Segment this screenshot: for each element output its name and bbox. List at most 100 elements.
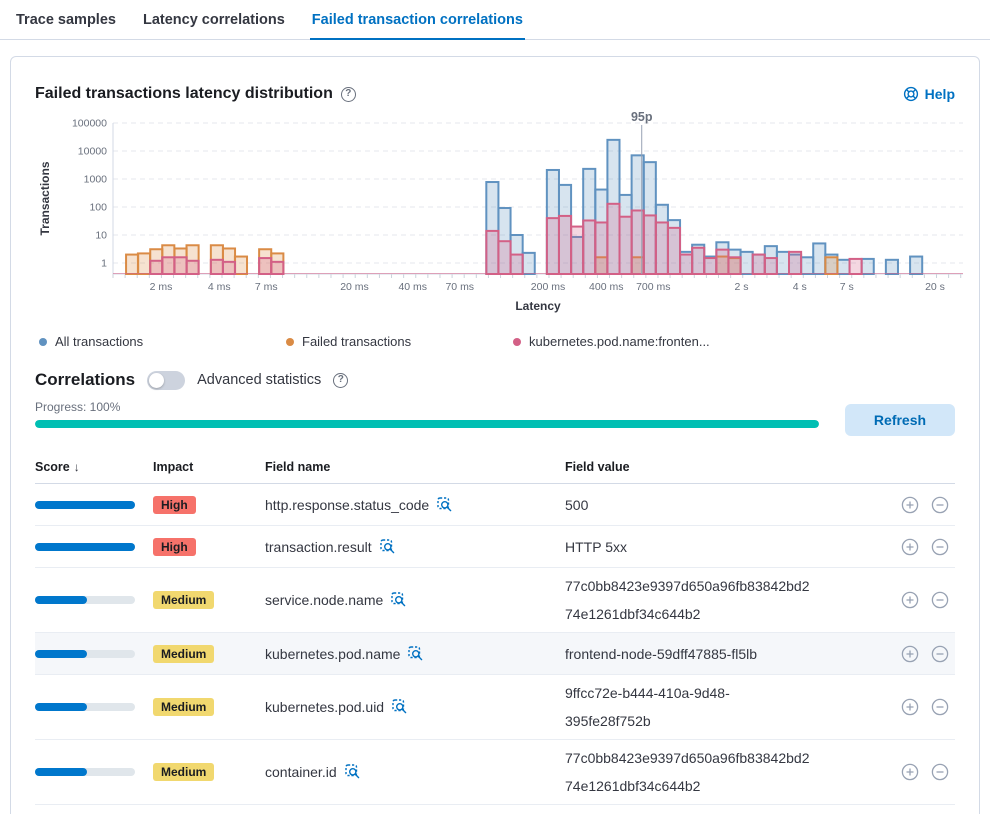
filter-include-button[interactable]	[901, 763, 919, 781]
table-row: High http.response.status_code 500	[35, 484, 955, 526]
panel-title: Failed transactions latency distribution	[35, 85, 333, 102]
field-value: 500	[565, 496, 589, 513]
x-tick-label: 20 ms	[340, 281, 369, 293]
histogram-bar	[860, 257, 875, 276]
histogram-bar	[233, 255, 249, 275]
help-link[interactable]: Help	[903, 86, 955, 102]
histogram-bar	[763, 257, 778, 275]
table-row: Medium service.node.name 77c0bb8423e9397d6…	[35, 568, 955, 633]
legend-label: All transactions	[55, 334, 144, 349]
impact-badge: Medium	[153, 591, 215, 609]
impact-badge: High	[153, 495, 196, 514]
impact-badge: High	[153, 537, 196, 556]
legend-item-kubernetes-pod-name-fronten[interactable]: kubernetes.pod.name:fronten...	[513, 334, 710, 349]
tab-latency-correlations[interactable]: Latency correlations	[142, 12, 285, 28]
histogram-bar	[509, 253, 524, 276]
legend-item-failed-transactions[interactable]: Failed transactions	[286, 334, 411, 349]
inspect-field-icon[interactable]	[344, 764, 361, 780]
x-tick-label: 700 ms	[636, 281, 670, 293]
y-axis-title: Transactions	[38, 161, 52, 235]
histogram-bar	[751, 253, 766, 276]
inspect-field-icon[interactable]	[437, 496, 453, 513]
field-name: kubernetes.pod.name	[265, 645, 401, 662]
histogram-bar	[221, 260, 237, 275]
tab-failed-transaction-correlations[interactable]: Failed transaction correlations	[309, 0, 525, 40]
filter-include-button[interactable]	[901, 591, 919, 609]
inspect-field-icon[interactable]	[379, 538, 396, 555]
y-tick-label: 10000	[78, 146, 107, 158]
histogram-bar	[739, 250, 754, 276]
inspect-field-icon[interactable]	[391, 592, 407, 608]
y-tick-label: 100000	[72, 118, 107, 130]
progress-bar-fill	[35, 420, 819, 428]
histogram-bar	[775, 250, 791, 276]
column-header-field-value: Field value	[565, 460, 630, 474]
filter-exclude-button[interactable]	[931, 496, 949, 514]
legend-dot	[513, 337, 521, 346]
field-value: 77c0bb8423e9397d650a96fb83842bd2 74e1261d…	[565, 578, 810, 622]
filter-exclude-button[interactable]	[931, 591, 949, 609]
histogram-bar	[149, 259, 164, 276]
table-row: Medium kubernetes.pod.name frontend-node-5…	[35, 633, 955, 675]
histogram-bar	[679, 253, 694, 276]
y-tick-label: 1000	[84, 174, 108, 186]
legend-item-all-transactions[interactable]: All transactions	[39, 334, 143, 349]
legend-dot	[39, 337, 47, 346]
histogram-bar	[173, 256, 188, 275]
toggle-knob	[149, 372, 165, 388]
inspect-field-icon[interactable]	[408, 645, 424, 662]
histogram-bar	[727, 256, 742, 275]
histogram-bar	[521, 251, 536, 276]
x-tick-label: 40 ms	[398, 281, 427, 293]
score-bar	[35, 649, 135, 658]
histogram-bar	[497, 240, 512, 275]
histogram-bar	[545, 217, 560, 275]
inspect-field-icon[interactable]	[392, 699, 408, 715]
histogram-bar	[136, 252, 152, 276]
latency-distribution-chart[interactable]: 1 10 100 1000 10000 100000 95p 2 ms 4 ms 7 ms 20 m…	[35, 110, 963, 322]
field-name: transaction.result	[265, 538, 372, 555]
progress-row: Progress: 100% Refresh	[35, 400, 955, 436]
x-tick-label: 70 ms	[445, 281, 474, 293]
tab-bar: Trace samples Latency correlations Failed …	[0, 0, 990, 40]
filter-include-button[interactable]	[901, 538, 919, 556]
histogram-bar	[691, 246, 706, 276]
histogram-bar	[594, 221, 609, 275]
tab-trace-samples[interactable]: Trace samples	[16, 12, 116, 28]
x-tick-label: 4 ms	[208, 281, 231, 293]
advanced-statistics-toggle[interactable]	[147, 370, 186, 390]
table-row: Medium container.id 77c0bb8423e9397d650a96…	[35, 740, 955, 805]
score-bar-fill	[35, 703, 87, 711]
histogram-bar	[582, 219, 597, 276]
refresh-button[interactable]: Refresh	[845, 404, 955, 436]
histogram-bar	[715, 248, 730, 276]
question-icon[interactable]: ?	[333, 372, 349, 388]
histogram-bar	[654, 221, 669, 275]
field-name: kubernetes.pod.uid	[265, 699, 385, 715]
x-tick-label: 4 s	[793, 281, 807, 293]
filter-exclude-button[interactable]	[931, 763, 949, 781]
filter-exclude-button[interactable]	[931, 645, 949, 663]
legend-label: kubernetes.pod.name:fronten...	[529, 334, 710, 349]
filter-include-button[interactable]	[901, 698, 919, 716]
column-header-impact: Impact	[153, 460, 194, 474]
sort-desc-icon: ↓	[73, 460, 80, 474]
correlations-header: Correlations Advanced statistics ?	[35, 370, 955, 390]
field-value: frontend-node-59dff47885-fl5lb	[565, 645, 758, 662]
histogram-bar	[125, 253, 140, 276]
field-name: service.node.name	[265, 592, 384, 608]
filter-include-button[interactable]	[901, 645, 919, 663]
filter-include-button[interactable]	[901, 496, 919, 514]
histogram-bar	[642, 214, 657, 275]
question-icon[interactable]: ?	[340, 86, 356, 102]
column-header-score[interactable]: Score ↓	[35, 460, 80, 474]
x-tick-label: 7 s	[840, 281, 854, 293]
percentile-95-label: 95p	[631, 111, 653, 124]
table-row: High transaction.result HTTP 5xx	[35, 526, 955, 568]
histogram-bar	[812, 242, 827, 275]
histogram-bar	[909, 255, 924, 275]
filter-exclude-button[interactable]	[931, 698, 949, 716]
filter-exclude-button[interactable]	[931, 538, 949, 556]
legend-dot	[286, 337, 294, 346]
column-header-field-name: Field name	[265, 460, 331, 474]
